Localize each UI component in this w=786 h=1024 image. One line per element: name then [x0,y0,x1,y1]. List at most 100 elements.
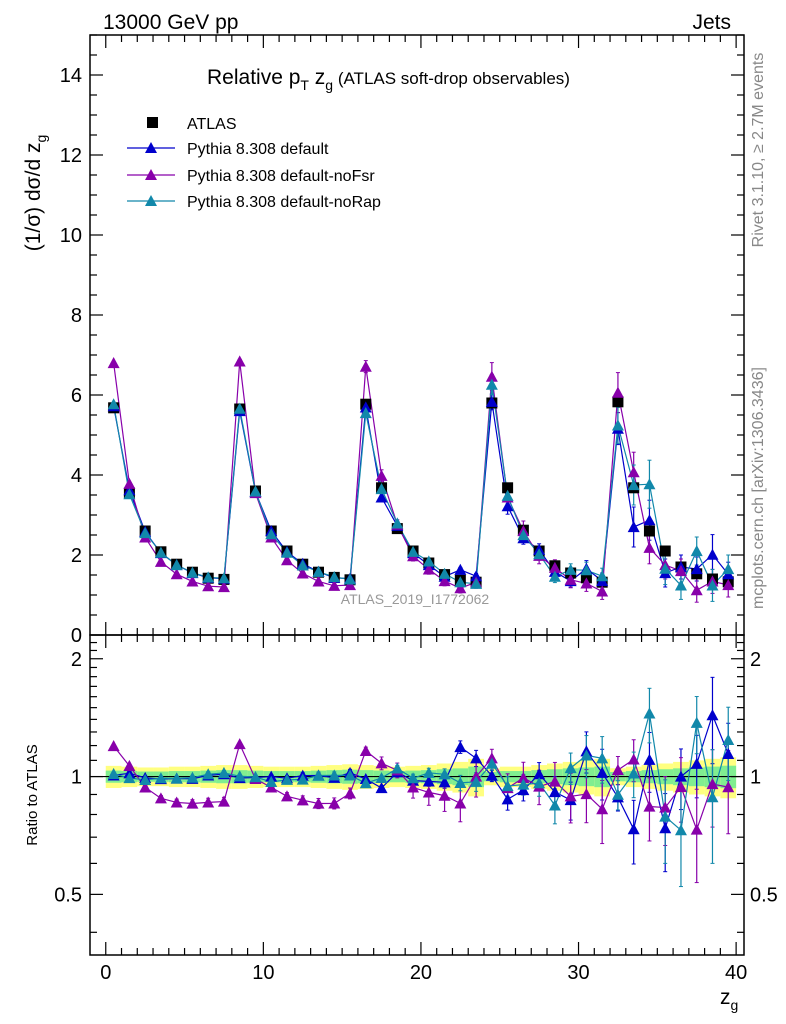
series-point-main [107,398,120,410]
series-point-main [501,489,514,501]
series-point-ratio [501,780,514,792]
series-point-main [580,577,593,589]
series-point-ratio [580,749,593,761]
series-point-main [690,584,703,596]
series-point-main [627,479,640,491]
series-point-main [359,407,372,419]
series-point-ratio [107,767,120,779]
series-point-main [328,571,341,583]
series-point-main [517,529,530,541]
series-point-main [470,570,483,582]
y-tick-label: 10 [60,225,82,247]
series-point-ratio [485,757,498,769]
series-point-main [596,585,609,597]
series-point-ratio [643,707,656,719]
series-point-ratio [722,781,735,793]
series-point-ratio [548,775,561,787]
series-point-main [296,559,309,571]
series-point-ratio [249,771,262,783]
series-point-ratio [454,741,467,753]
series-point-ratio [548,799,561,811]
series-point-main [643,478,656,490]
series-point-ratio [564,790,577,802]
series-line-main-2 [113,384,729,587]
series-point-main [690,545,703,557]
series-point-main [659,562,672,574]
series-point-ratio [438,768,451,780]
series-point-ratio [202,796,215,808]
chart-title-sub2: g [325,77,333,93]
series-point-main [407,545,420,557]
y-tick-label: 12 [60,145,82,167]
series-point-main [280,546,293,558]
y-tick-label: 8 [71,305,82,327]
series-point-main [501,500,514,512]
data-point-atlas [502,482,514,494]
series-point-main [564,573,577,585]
series-point-ratio [690,823,703,835]
y-tick-label: 2 [71,545,82,567]
series-point-ratio [596,766,609,778]
series-point-ratio [643,800,656,812]
x-tick-label: 30 [567,962,589,984]
series-point-ratio [154,772,167,784]
series-point-main [249,485,262,497]
series-point-main [280,554,293,566]
series-point-main [391,517,404,529]
series-point-ratio [139,781,152,793]
y-axis-label-sub: g [33,135,49,143]
legend-label-default: Pythia 8.308 default [187,141,329,158]
series-point-main [454,582,467,594]
series-point-ratio [485,769,498,781]
series-point-ratio [548,785,561,798]
y-tick-label: 0 [71,625,82,647]
series-point-ratio [533,777,546,789]
y-axis-label: (1/σ) dσ/d zg [22,135,49,252]
series-point-ratio [233,738,246,750]
series-point-ratio [501,793,514,805]
y-tick-label: 14 [60,65,82,87]
chart-title-sub1: T [300,77,309,93]
series-point-main [375,483,388,495]
series-point-main [344,573,357,585]
series-point-main [154,546,167,558]
series-point-main [312,565,325,577]
series-point-ratio [107,739,120,752]
series-point-main [233,402,246,414]
series-point-ratio [391,762,404,774]
series-point-main [485,378,498,390]
legend-label-norap: Pythia 8.308 default-noRap [187,194,381,211]
x-tick-label: 0 [100,962,111,984]
x-axis-label-main: z [720,986,731,1009]
series-point-ratio [375,771,388,784]
series-point-ratio [611,788,624,800]
series-point-main [564,563,577,575]
x-tick-label: 20 [410,962,432,984]
series-point-ratio [690,716,703,728]
series-point-ratio [659,822,672,834]
series-point-main [627,466,640,478]
ratio-y-axis-label: Ratio to ATLAS [24,744,41,845]
series-point-ratio [154,792,167,804]
series-point-ratio [517,778,530,790]
series-point-ratio [470,775,483,787]
series-point-ratio [344,769,357,781]
series-point-ratio [438,776,451,788]
series-point-ratio [170,772,183,784]
series-line-main-1 [113,361,729,593]
series-point-main [422,563,435,575]
series-point-ratio [564,762,577,774]
legend-marker-nofsr [145,169,157,180]
series-point-ratio [643,753,656,765]
series-point-ratio [596,752,609,764]
series-point-ratio [674,824,687,836]
series-point-main [722,563,735,575]
header-right: Jets [692,11,731,34]
series-point-main [170,568,183,580]
series-point-ratio [375,782,388,794]
series-point-ratio [470,752,483,764]
series-point-ratio [407,772,420,784]
series-point-main [123,488,136,500]
series-point-ratio [533,768,546,780]
